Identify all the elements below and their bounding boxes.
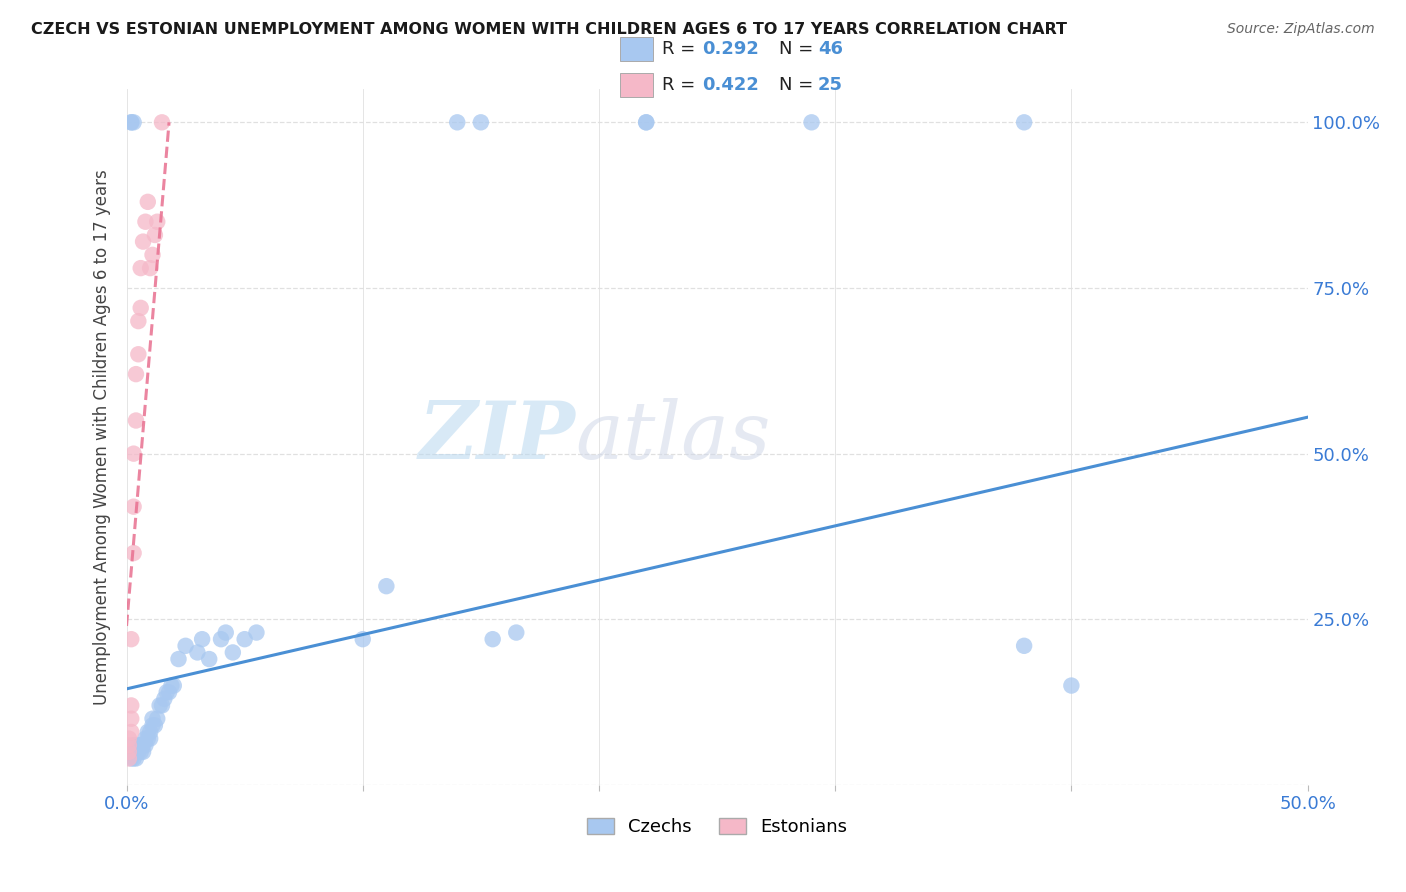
Point: [143, 227, 166, 242]
Point: [174, 639, 197, 653]
Point: [150, 115, 173, 129]
Point: [120, 115, 142, 129]
Point: [132, 738, 155, 752]
Point: [127, 347, 149, 361]
Point: [800, 115, 823, 129]
Bar: [620, 73, 654, 96]
Point: [132, 745, 155, 759]
Text: 46: 46: [818, 40, 842, 58]
Point: [129, 261, 152, 276]
Point: [129, 301, 152, 315]
Text: N =: N =: [779, 40, 818, 58]
Point: [136, 725, 159, 739]
Legend: Czechs, Estonians: Czechs, Estonians: [578, 809, 856, 846]
Point: [198, 652, 221, 666]
Point: [146, 215, 169, 229]
Bar: [620, 37, 654, 61]
Point: [118, 738, 141, 752]
Point: [141, 718, 163, 732]
Point: [118, 745, 141, 759]
Point: [120, 115, 142, 129]
Point: [222, 645, 245, 659]
Point: [245, 625, 267, 640]
Point: [233, 632, 256, 647]
Point: [120, 725, 142, 739]
Point: [127, 314, 149, 328]
Point: [153, 691, 176, 706]
Text: N =: N =: [779, 76, 818, 94]
Point: [1012, 115, 1035, 129]
Point: [1060, 679, 1083, 693]
Point: [122, 115, 145, 129]
Point: [141, 248, 163, 262]
Point: [139, 731, 162, 746]
Text: R =: R =: [662, 76, 702, 94]
Point: [120, 698, 142, 713]
Point: [146, 712, 169, 726]
Point: [209, 632, 232, 647]
Text: Source: ZipAtlas.com: Source: ZipAtlas.com: [1227, 22, 1375, 37]
Point: [120, 712, 142, 726]
Point: [143, 718, 166, 732]
Text: atlas: atlas: [575, 399, 770, 475]
Point: [167, 652, 190, 666]
Point: [122, 751, 145, 765]
Point: [136, 731, 159, 746]
Point: [120, 632, 142, 647]
Point: [132, 235, 155, 249]
Point: [134, 215, 156, 229]
Point: [156, 685, 179, 699]
Point: [125, 367, 148, 381]
Point: [134, 738, 156, 752]
Point: [636, 115, 658, 129]
Point: [122, 745, 145, 759]
Point: [120, 745, 142, 759]
Point: [163, 679, 186, 693]
Point: [122, 738, 145, 752]
Point: [125, 751, 148, 765]
Text: CZECH VS ESTONIAN UNEMPLOYMENT AMONG WOMEN WITH CHILDREN AGES 6 TO 17 YEARS CORR: CZECH VS ESTONIAN UNEMPLOYMENT AMONG WOM…: [31, 22, 1067, 37]
Text: 0.292: 0.292: [703, 40, 759, 58]
Point: [470, 115, 492, 129]
Point: [1012, 639, 1035, 653]
Point: [139, 725, 162, 739]
Point: [186, 645, 208, 659]
Point: [141, 712, 163, 726]
Point: [157, 685, 180, 699]
Point: [191, 632, 214, 647]
Point: [118, 751, 141, 765]
Point: [139, 261, 162, 276]
Point: [125, 413, 148, 427]
Point: [129, 745, 152, 759]
Y-axis label: Unemployment Among Women with Children Ages 6 to 17 years: Unemployment Among Women with Children A…: [93, 169, 111, 705]
Point: [127, 738, 149, 752]
Point: [122, 546, 145, 560]
Point: [352, 632, 374, 647]
Point: [481, 632, 503, 647]
Point: [122, 447, 145, 461]
Point: [120, 751, 142, 765]
Text: ZIP: ZIP: [419, 399, 575, 475]
Point: [160, 679, 183, 693]
Point: [375, 579, 398, 593]
Point: [636, 115, 658, 129]
Point: [129, 738, 152, 752]
Point: [446, 115, 468, 129]
Point: [150, 698, 173, 713]
Point: [118, 731, 141, 746]
Point: [505, 625, 527, 640]
Text: 0.422: 0.422: [703, 76, 759, 94]
Point: [215, 625, 238, 640]
Point: [149, 698, 172, 713]
Point: [134, 731, 156, 746]
Point: [125, 745, 148, 759]
Text: 25: 25: [818, 76, 842, 94]
Point: [122, 500, 145, 514]
Point: [136, 194, 159, 209]
Text: R =: R =: [662, 40, 702, 58]
Point: [127, 745, 149, 759]
